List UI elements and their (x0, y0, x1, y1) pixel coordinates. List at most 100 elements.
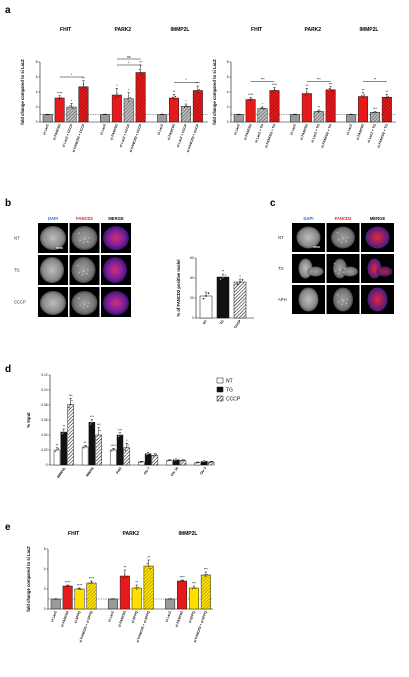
group-title: FHIT (60, 27, 71, 33)
data-point (69, 104, 71, 107)
data-point (248, 98, 250, 101)
bar (66, 106, 77, 123)
focus-spot (338, 239, 340, 241)
focus-spot (335, 270, 337, 272)
data-point (250, 99, 252, 101)
data-point (61, 433, 63, 435)
x-category-label: si LacZ (233, 123, 241, 135)
data-point (185, 105, 187, 107)
focus-spot (342, 238, 344, 240)
data-point (129, 97, 131, 99)
panel-label-d: d (5, 364, 11, 375)
bracket-label: * (185, 78, 187, 82)
bar (358, 96, 369, 123)
data-point (349, 114, 351, 116)
data-point (117, 95, 119, 97)
bracket-label: ** (374, 77, 377, 81)
y-tick-label: 8 (36, 60, 38, 64)
bar (116, 434, 124, 466)
data-point (263, 108, 265, 110)
data-point (195, 89, 197, 92)
nucleus (103, 257, 127, 283)
bar (201, 461, 208, 466)
focus-spot (338, 272, 340, 274)
data-point (147, 453, 149, 455)
y-tick-label: 0.04 (41, 433, 47, 437)
x-category-label: si LacZ (289, 123, 297, 135)
y-tick-label: 4 (36, 90, 38, 94)
data-point (316, 110, 318, 113)
data-point (68, 407, 70, 409)
focus-spot (83, 238, 86, 240)
data-point (89, 582, 91, 584)
bar (166, 460, 173, 466)
data-point (112, 598, 114, 600)
significance-stars: ** (56, 443, 59, 447)
significance-stars: **** (77, 584, 83, 588)
significance-stars: **** (179, 576, 185, 580)
data-point (136, 588, 138, 590)
data-point (181, 460, 183, 462)
chart-a-right: 0 2 4 6 8 fold change compared to si LacZ FHIT… (212, 27, 396, 149)
data-point (70, 403, 72, 405)
data-point (172, 96, 174, 98)
bar (346, 114, 357, 123)
data-point (80, 588, 82, 590)
significance-stars: *** (97, 423, 102, 427)
data-point (64, 429, 66, 431)
data-point (139, 461, 141, 464)
bar (179, 460, 187, 466)
data-point (146, 563, 148, 565)
bar (313, 111, 324, 123)
data-point (331, 90, 333, 92)
nucleus (376, 266, 393, 277)
bar (381, 97, 392, 123)
x-category-label: si FANCD2 + si SFPQ (78, 610, 93, 643)
data-point (197, 91, 199, 93)
data-point (128, 100, 130, 102)
data-point (68, 585, 70, 587)
data-point (170, 459, 172, 461)
data-point (387, 96, 389, 98)
significance-stars: * (262, 103, 264, 107)
data-point (373, 112, 375, 114)
significance-stars: *** (90, 415, 95, 419)
data-point (57, 448, 59, 450)
data-point (182, 580, 184, 582)
bar (165, 598, 176, 610)
y-tick-label: 0.08 (41, 403, 47, 407)
data-point (203, 574, 205, 576)
data-point (116, 93, 118, 95)
data-point (181, 580, 183, 582)
x-category-label: si FANCD2 (60, 610, 70, 627)
bar (95, 434, 102, 466)
significance-stars: ** (317, 106, 320, 110)
x-category-label: FHIT (115, 466, 122, 474)
nucleus (71, 291, 98, 315)
bar (74, 588, 85, 610)
data-point (202, 461, 204, 463)
bar (67, 404, 74, 466)
y-tick-label: 8 (227, 60, 229, 64)
focus-spot (346, 298, 348, 301)
bar (50, 598, 61, 610)
legend-swatch (216, 395, 224, 402)
data-point (85, 445, 88, 447)
data-point (241, 279, 244, 281)
significance-stars: **** (111, 444, 117, 448)
data-point (60, 97, 62, 99)
bar (119, 575, 130, 610)
bar (143, 565, 154, 610)
data-point (251, 98, 253, 100)
y-tick-label: 0 (44, 607, 46, 611)
significance-stars: ** (222, 270, 225, 274)
significance-stars: *** (118, 428, 123, 432)
bar (369, 112, 380, 123)
data-point (182, 459, 184, 462)
significance-stars: * (116, 84, 118, 88)
focus-spot (79, 304, 81, 306)
bar (123, 98, 134, 123)
nucleus (40, 291, 66, 315)
data-point (295, 113, 297, 115)
